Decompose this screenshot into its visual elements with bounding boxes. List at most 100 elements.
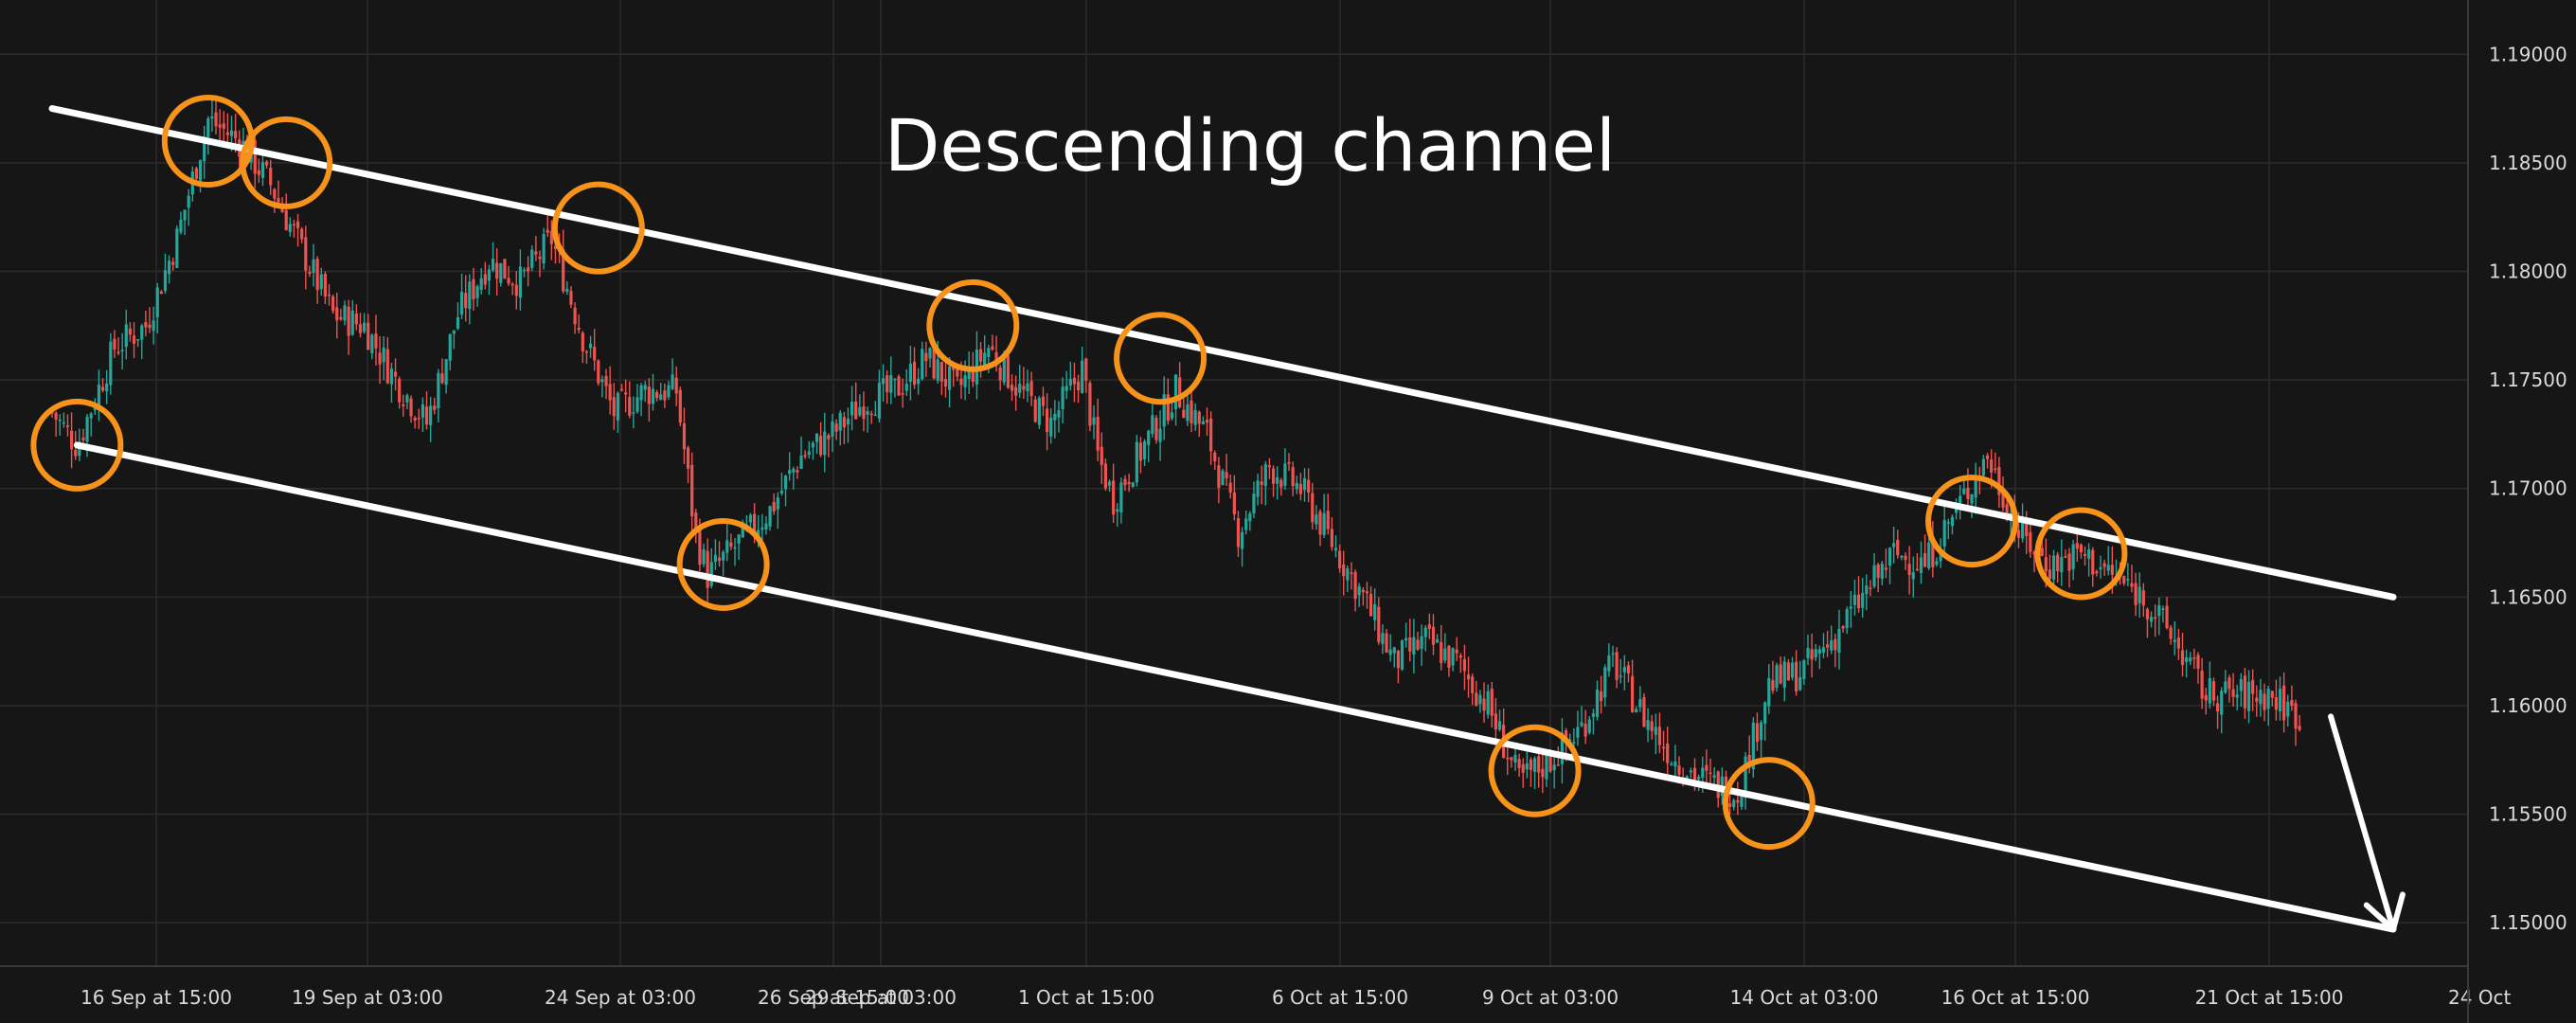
y-tick-label: 1.16000 [2489, 694, 2567, 717]
x-tick-label: 9 Oct at 03:00 [1482, 986, 1619, 1009]
candle-body [584, 350, 589, 353]
candle-body [2294, 703, 2298, 729]
candle-body [70, 430, 74, 450]
candle-body [737, 534, 741, 544]
candle-body [936, 359, 939, 381]
candle-body [2157, 605, 2161, 617]
candle-body [1154, 418, 1158, 440]
candle-body [967, 366, 971, 379]
candle-body [1884, 567, 1887, 570]
candle-body [367, 322, 370, 350]
candle-body [1096, 416, 1100, 451]
candle-body [327, 294, 331, 296]
candle-body [1533, 758, 1537, 772]
candle-body [1053, 413, 1057, 421]
candle-body [1942, 520, 1946, 547]
candle-body [1782, 661, 1786, 688]
candle-body [65, 424, 70, 427]
candle-body [284, 210, 288, 230]
candle-body [1611, 653, 1615, 655]
touch-point-circle [2034, 507, 2128, 601]
candle-body [1821, 647, 1826, 653]
candle-body [1346, 568, 1350, 581]
candle-body [1744, 756, 1747, 799]
candle-body [842, 417, 846, 428]
candle-body [1826, 644, 1830, 648]
candle-body [389, 368, 394, 385]
x-tick-label: 26 Sep at 15:00 [758, 986, 909, 1009]
candle-body [1475, 692, 1478, 706]
candle-body [1193, 409, 1197, 425]
candle-body [444, 359, 448, 386]
candle-body [1365, 591, 1369, 594]
candle-body [2211, 681, 2216, 701]
candle-body [273, 188, 277, 199]
candle-body [2134, 583, 2138, 605]
candle-body [148, 324, 152, 329]
candle-body [1263, 464, 1267, 487]
candle-body [1084, 358, 1088, 381]
candle-body [1990, 459, 1994, 473]
x-tick-label: 6 Oct at 15:00 [1272, 986, 1408, 1009]
candle-body [1330, 529, 1333, 547]
candle-body [1482, 698, 1486, 711]
candle-body [928, 348, 932, 359]
candle-body [335, 307, 339, 321]
candle-body [475, 286, 479, 298]
candle-body [312, 259, 315, 273]
candle-body [1416, 639, 1420, 650]
candle-body [1603, 667, 1607, 698]
candle-body [1856, 594, 1861, 609]
candle-body [120, 350, 124, 351]
candle-body [1033, 399, 1037, 422]
candle-body [2176, 637, 2180, 649]
candle-body [1837, 628, 1841, 654]
candle-body [1692, 767, 1697, 781]
candle-body [144, 322, 148, 328]
candle-body [1143, 440, 1147, 459]
candle-body [534, 251, 538, 255]
candle-body [1712, 775, 1716, 779]
candle-body [2173, 639, 2176, 643]
candle-body [1173, 374, 1178, 410]
candle-body [163, 270, 168, 292]
candle-body [624, 392, 628, 395]
candle-body [2106, 565, 2110, 571]
candle-body [1326, 511, 1330, 529]
candle-body [1962, 488, 1966, 494]
candle-body [1333, 547, 1338, 551]
candle-body [1548, 753, 1552, 772]
candle-body [1241, 531, 1244, 549]
candle-body [1166, 394, 1170, 422]
candle-body [339, 316, 343, 320]
candle-body [2227, 677, 2231, 690]
candle-body [218, 124, 222, 128]
candle-body [581, 332, 584, 352]
y-tick-label: 1.18500 [2489, 152, 2567, 174]
candle-body [1728, 803, 1732, 807]
candle-body [1287, 462, 1291, 464]
candle-body [2189, 657, 2192, 662]
candle-body [214, 112, 218, 127]
candle-body [2266, 688, 2270, 709]
candle-body [546, 229, 549, 233]
candle-body [1197, 411, 1201, 424]
candle-body [1423, 627, 1427, 637]
candle-body [694, 512, 698, 529]
candle-body [901, 393, 904, 395]
candle-body [1377, 606, 1381, 642]
candle-body [1471, 676, 1475, 693]
candle-body [2110, 565, 2114, 575]
candle-body [2102, 563, 2106, 567]
candle-body [1576, 727, 1580, 738]
candle-body [952, 367, 956, 370]
x-tick-label: 1 Oct at 15:00 [1018, 986, 1154, 1009]
x-tick-label: 24 Sep at 03:00 [545, 986, 696, 1009]
candle-body [1103, 463, 1107, 489]
candle-body [1556, 764, 1560, 766]
candle-body [1635, 709, 1638, 713]
candle-body [1029, 381, 1033, 397]
candle-body [1147, 430, 1151, 445]
candle-body [1701, 767, 1705, 779]
